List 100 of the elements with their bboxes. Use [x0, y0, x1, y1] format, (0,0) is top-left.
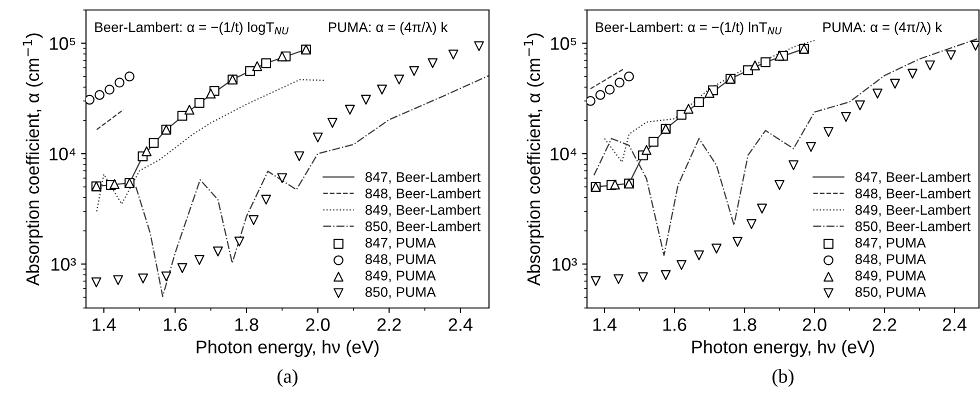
x-tick-label: 2.0: [802, 318, 826, 331]
annotation: PUMA: α = (4π/λ) k: [823, 22, 942, 35]
point: [377, 84, 387, 95]
point: [604, 84, 615, 95]
point: [704, 88, 714, 98]
point: [104, 84, 114, 95]
point: [676, 260, 686, 270]
point: [590, 276, 601, 286]
annotation: Beer-Lambert: α = −(1/t) logT$_{NU}$: [95, 22, 289, 35]
point: [161, 271, 172, 282]
line-series: [593, 38, 979, 256]
x-tick-label: 1.4: [593, 318, 617, 331]
legend-label: 848, Beer-Lambert: [365, 188, 481, 200]
x-tick-label: 1.6: [663, 318, 686, 331]
point: [448, 50, 458, 60]
point: [774, 50, 784, 61]
point: [908, 68, 918, 79]
point: [327, 118, 338, 128]
point: [114, 78, 124, 88]
point: [206, 88, 216, 99]
point: [788, 160, 798, 170]
x-tick-label: 1.4: [92, 318, 116, 331]
point: [624, 72, 634, 82]
text: (b): [772, 369, 794, 387]
point: [91, 277, 102, 288]
point: [614, 78, 624, 88]
point: [344, 104, 355, 115]
point: [409, 66, 420, 76]
y-tick-label: 10⁵: [551, 37, 576, 50]
legend-label: 850, Beer-Lambert: [855, 221, 971, 233]
point: [194, 98, 204, 108]
legend-label: 850, Beer-Lambert: [365, 221, 481, 233]
point: [610, 180, 620, 190]
point: [142, 146, 152, 156]
point: [86, 94, 95, 105]
point: [642, 145, 652, 155]
y-tick-label: 10⁴: [550, 148, 576, 160]
point: [855, 100, 865, 110]
point: [138, 274, 148, 284]
x-tick-label: 2.0: [306, 318, 330, 331]
legend-label: 847, Beer-Lambert: [365, 172, 481, 184]
point: [248, 215, 259, 226]
legend-label: 850, PUMA: [855, 287, 926, 299]
legend-label: 848, Beer-Lambert: [855, 188, 971, 200]
y-tick-label: 10⁴: [50, 148, 76, 160]
legend-label: 850, PUMA: [365, 287, 436, 299]
point: [428, 58, 438, 68]
point: [743, 65, 753, 76]
x-tick-label: 2.2: [378, 318, 401, 331]
x-tick-label: 1.8: [235, 318, 258, 331]
x-axis-title: Photon energy, hν (eV): [196, 340, 379, 357]
point: [946, 50, 956, 60]
point: [595, 90, 606, 100]
point: [113, 275, 124, 286]
x-tick-label: 2.4: [448, 318, 472, 331]
point: [694, 250, 704, 260]
point: [277, 51, 288, 62]
point: [648, 136, 658, 147]
y-axis-title: Absorption coefficient, α (cm$^{−1}$): [22, 33, 43, 286]
point: [261, 58, 272, 68]
point: [614, 274, 624, 284]
point: [148, 138, 159, 148]
point: [824, 127, 834, 137]
point: [694, 97, 704, 108]
point: [277, 173, 288, 184]
point: [94, 90, 104, 100]
x-tick-label: 2.2: [872, 318, 896, 331]
y-tick-label: 10³: [52, 258, 76, 271]
point: [177, 110, 188, 121]
point: [474, 41, 484, 52]
point: [774, 180, 784, 190]
legend-label: 849, PUMA: [855, 270, 926, 282]
point: [394, 74, 404, 84]
legend-label: 847, PUMA: [365, 238, 436, 250]
point: [252, 61, 262, 72]
point: [177, 263, 188, 274]
y-tick-label: 10⁵: [50, 37, 76, 50]
legend-label: 849, PUMA: [365, 270, 436, 282]
point: [757, 204, 767, 214]
point: [213, 246, 223, 256]
point: [746, 219, 756, 230]
legend-label: 848, PUMA: [855, 254, 926, 266]
annotation: Beer-Lambert: α = −(1/t) lnT$_{NU}$: [596, 22, 782, 35]
point: [684, 104, 694, 114]
legend-label: 847, Beer-Lambert: [855, 172, 971, 184]
point: [712, 244, 722, 254]
point: [361, 94, 371, 105]
point: [261, 194, 272, 205]
legend-label: 849, Beer-Lambert: [365, 204, 481, 216]
point: [194, 254, 204, 265]
x-tick-label: 1.6: [164, 318, 187, 331]
point: [587, 96, 596, 106]
legend-label: 847, PUMA: [855, 238, 926, 250]
point: [638, 272, 648, 282]
point: [312, 132, 323, 142]
y-axis-title: Absorption coefficient, α (cm$^{−1}$): [524, 33, 544, 286]
point: [750, 60, 760, 70]
x-tick-label: 1.8: [733, 318, 756, 331]
line-series: [135, 74, 489, 298]
legend-label: 849, Beer-Lambert: [855, 204, 971, 216]
